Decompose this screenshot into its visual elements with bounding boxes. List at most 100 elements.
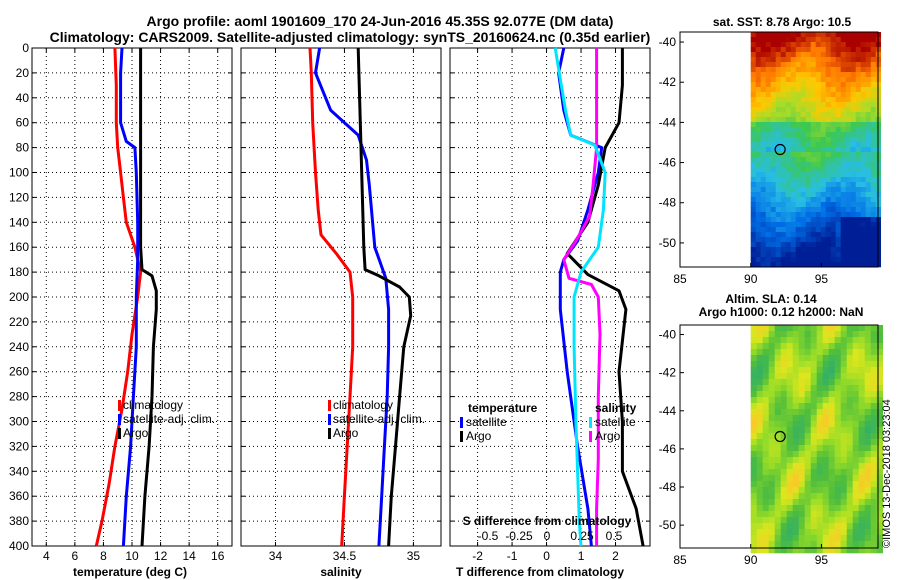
sst-cell [830,97,837,103]
map-y-tick-label: -40 [659,328,677,342]
sst-cell [870,252,877,258]
sst-cell [855,192,862,198]
sst-cell [855,212,862,218]
sla-cell [816,373,824,380]
sst-cell [760,72,767,78]
sst-cell [770,167,777,173]
sst-cell [795,147,802,153]
sla-cell [810,391,818,398]
sla-cell [810,541,818,548]
sla-cell [858,493,866,500]
sst-cell [860,87,867,93]
sla-cell [804,487,812,494]
sst-cell [795,37,802,43]
sla-cell [822,367,830,374]
sst-cell [860,142,867,148]
sla-cell [774,325,782,332]
sst-cell [780,82,787,88]
sst-cell [850,217,857,223]
sst-cell [840,32,847,38]
sst-cell [755,262,762,268]
sst-cell [865,237,872,243]
x-tick-label: 8 [100,549,107,563]
sla-cell [846,349,854,356]
sst-cell [795,227,802,233]
sla-cell [858,499,866,506]
sst-cell [840,97,847,103]
sst-cell [840,82,847,88]
sst-cell [805,247,812,253]
sla-cell [858,403,866,410]
y-tick-label: 200 [9,290,29,304]
sst-cell [845,137,852,143]
sst-cell [760,132,767,138]
sst-cell [790,242,797,248]
sst-cell [805,72,812,78]
sst-cell [830,202,837,208]
sla-cell [810,343,818,350]
sla-cell [762,403,770,410]
sla-cell [870,523,878,530]
sst-cell [790,142,797,148]
sla-cell [810,421,818,428]
sst-cell [770,192,777,198]
sst-cell [865,77,872,83]
sla-cell [786,325,794,332]
sla-cell [852,403,860,410]
sla-cell [870,415,878,422]
sst-cell [780,202,787,208]
sst-cell [755,167,762,173]
sla-cell [768,367,776,374]
sla-cell [792,355,800,362]
sla-cell [762,379,770,386]
sst-cell [870,82,877,88]
sla-cell [780,397,788,404]
sst-cell [785,202,792,208]
sst-cell [800,212,807,218]
sst-cell [750,177,757,183]
y-tick-label: 380 [9,514,29,528]
sla-cell [756,349,764,356]
sla-cell [834,325,842,332]
sla-cell [798,487,806,494]
sst-cell [780,152,787,158]
sla-cell [840,511,848,518]
sla-cell [846,373,854,380]
sla-cell [804,367,812,374]
sla-cell [780,379,788,386]
sla-cell [786,505,794,512]
sla-cell [876,343,884,350]
sst-cell [765,177,772,183]
sst-cell [805,67,812,73]
sst-cell [800,77,807,83]
sst-cell [805,92,812,98]
sla-cell [768,349,776,356]
sst-cell [765,132,772,138]
sla-cell [780,391,788,398]
sla-cell [780,403,788,410]
sst-cell [755,42,762,48]
sst-cell [835,197,842,203]
sst-cell [810,87,817,93]
sst-cell [870,132,877,138]
sst-cell [775,102,782,108]
sst-cell [855,247,862,253]
sst-cell [765,97,772,103]
sst-cell [835,202,842,208]
sst-cell [850,112,857,118]
sst-cell [865,172,872,178]
sst-cell [800,52,807,58]
sst-cell [835,62,842,68]
sla-cell [762,439,770,446]
sst-cell [790,37,797,43]
sst-cell [860,207,867,213]
sst-cell [845,252,852,258]
sla-cell [816,397,824,404]
sla-cell [762,409,770,416]
sst-cell [770,137,777,143]
sla-cell [804,451,812,458]
sst-cell [840,222,847,228]
sst-cell [775,67,782,73]
sla-cell [762,511,770,518]
sst-cell [855,152,862,158]
